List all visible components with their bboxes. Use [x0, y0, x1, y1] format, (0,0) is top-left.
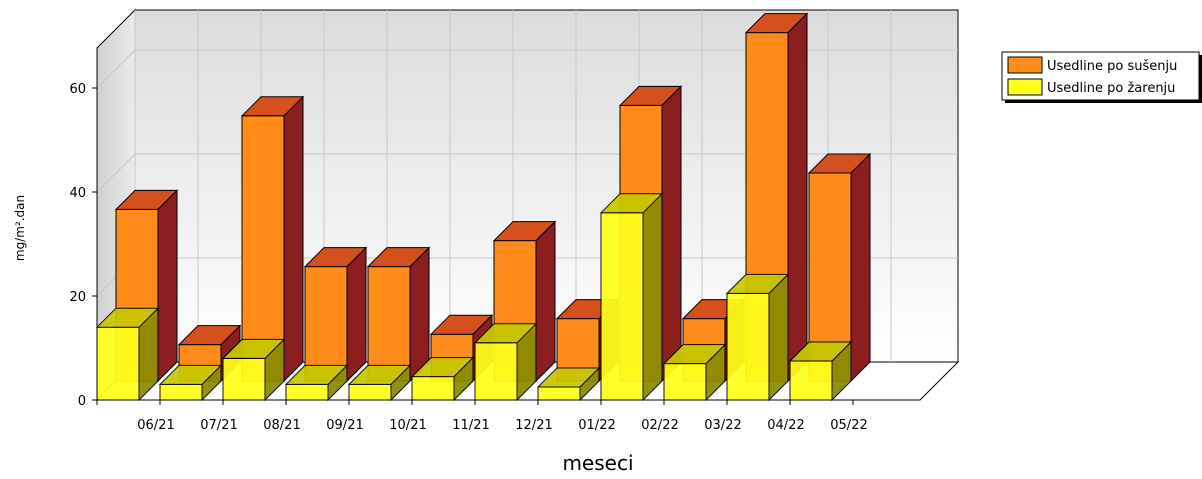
bar-top [366, 247, 431, 268]
bar-front [537, 386, 581, 401]
legend-label-1: Usedline po žarenju [1047, 81, 1175, 96]
bar-side [283, 95, 304, 383]
x-tick-label: 01/22 [578, 418, 615, 433]
bar-top [114, 189, 179, 210]
bar-side [642, 192, 663, 402]
y-tick-label: 60 [69, 82, 86, 97]
x-tick-label: 06/21 [137, 418, 174, 433]
bar [221, 338, 286, 402]
bar-top [410, 357, 475, 378]
x-tick-label: 12/21 [515, 418, 552, 433]
bar-top [429, 314, 494, 335]
bar-front [474, 342, 518, 401]
legend-label-0: Usedline po sušenju [1047, 59, 1177, 74]
tick-labels: 0 20 40 60 06/21 07/21 08/21 09/21 10/21 11/21 12/… [69, 82, 867, 433]
bar-top [536, 367, 601, 388]
bar [599, 192, 664, 402]
bar-top [662, 344, 727, 365]
x-tick-label: 02/22 [641, 418, 678, 433]
bar [347, 364, 412, 402]
bar-side [661, 85, 682, 383]
bar [158, 364, 223, 402]
bar-side [409, 246, 430, 383]
bar-top [303, 247, 368, 268]
bar-side [787, 12, 808, 383]
bar-side [768, 273, 789, 402]
bar-top [240, 96, 305, 117]
x-tick-label: 08/21 [263, 418, 300, 433]
bar-top [473, 323, 538, 344]
axes [96, 48, 920, 401]
bar [240, 95, 305, 383]
bar-top [492, 221, 557, 242]
y-axis-label: mg/m².dan [13, 195, 27, 261]
bar-top [177, 325, 242, 346]
bar-front [96, 326, 140, 401]
bar-top [599, 193, 664, 214]
bar-front [600, 212, 644, 401]
x-tick-label: 07/21 [200, 418, 237, 433]
bar-top [725, 273, 790, 294]
bar-top [158, 364, 223, 385]
bar-side [157, 189, 178, 383]
bar [303, 246, 368, 383]
bar-front [726, 292, 770, 401]
bar [410, 356, 475, 402]
bar-side [346, 246, 367, 383]
bar-front [663, 363, 707, 401]
bar-front [222, 357, 266, 401]
x-tick-label: 05/22 [830, 418, 867, 433]
bar [788, 340, 853, 402]
bar-front [348, 383, 392, 401]
bar-top [744, 13, 809, 34]
bar [536, 366, 601, 402]
bar-top [95, 307, 160, 328]
bar-front [159, 383, 203, 401]
bar-side [850, 152, 871, 383]
bar [473, 322, 538, 402]
bars [95, 12, 872, 402]
x-tick-label: 10/21 [389, 418, 426, 433]
bar [366, 246, 431, 383]
x-tick-label: 03/22 [704, 418, 741, 433]
y-tick-label: 0 [78, 394, 86, 409]
bar-top [807, 153, 872, 174]
bar [662, 343, 727, 402]
bar-top [284, 364, 349, 385]
legend-swatch-1 [1007, 78, 1043, 96]
y-tick-label: 40 [69, 186, 86, 201]
x-tick-label: 09/21 [326, 418, 363, 433]
bar-side [535, 220, 556, 383]
bar-top [347, 364, 412, 385]
bar [725, 273, 790, 402]
bar-top [221, 338, 286, 359]
bar-front [285, 383, 329, 401]
bar-front [304, 266, 348, 382]
x-axis-label: meseci [562, 451, 633, 475]
legend: Usedline po sušenju Usedline po žarenju [1001, 51, 1202, 103]
bar-front [411, 376, 455, 401]
bar-top [618, 85, 683, 106]
bar-front [367, 266, 411, 382]
bar [95, 306, 160, 402]
legend-swatch-0 [1007, 56, 1043, 74]
x-tick-label: 11/21 [452, 418, 489, 433]
bar-top [788, 341, 853, 362]
bar-front [789, 360, 833, 401]
y-tick-label: 20 [69, 290, 86, 305]
x-tick-label: 04/22 [767, 418, 804, 433]
bar-front [241, 115, 285, 382]
